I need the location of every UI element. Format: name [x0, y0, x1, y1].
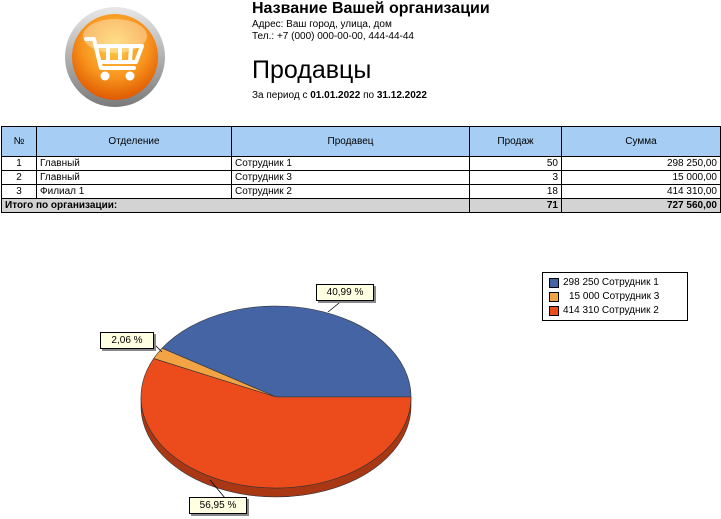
pie-slice-0	[161, 305, 412, 398]
period-mid: по	[363, 90, 375, 101]
legend-label: 298 250 Сотрудник 1	[563, 277, 659, 288]
legend-swatch	[549, 292, 559, 302]
slice-label-employee3: 2,06 %	[100, 332, 154, 349]
table-header-row: № Отделение Продавец Продаж Сумма	[1, 126, 721, 157]
organization-phone: Тел.: +7 (000) 000-00-00, 444-44-44	[252, 31, 414, 42]
legend-label: 15 000 Сотрудник 3	[569, 291, 660, 302]
slice-leader-line-0	[327, 298, 345, 313]
column-header-number: №	[1, 126, 37, 157]
sellers-table: № Отделение Продавец Продаж Сумма 1 Глав…	[1, 126, 721, 213]
column-header-amount: Сумма	[561, 126, 721, 157]
report-title: Продавцы	[252, 56, 372, 84]
logo	[65, 7, 165, 107]
table-total-row: Итого по организации: 71 727 560,00	[1, 198, 721, 213]
legend-swatch	[549, 278, 559, 288]
total-sum: 727 560,00	[561, 198, 721, 213]
period-to: 31.12.2022	[376, 90, 427, 101]
report-period: За период с 01.01.2022 по 31.12.2022	[252, 90, 427, 101]
organization-name: Название Вашей организации	[252, 0, 490, 17]
slice-leader-line-2	[209, 479, 226, 499]
legend-swatch	[549, 306, 559, 316]
total-count: 71	[469, 198, 562, 213]
organization-address: Адрес: Ваш город, улица, дом	[252, 19, 392, 30]
slice-label-employee1: 40,99 %	[316, 284, 374, 301]
legend-label: 414 310 Сотрудник 2	[563, 305, 659, 316]
pie-slice-2	[140, 358, 412, 489]
table-row: 2 Главный Сотрудник 3 3 15 000,00	[1, 170, 721, 185]
slice-label-employee2: 56,95 %	[189, 497, 247, 514]
table-row: 3 Филиал 1 Сотрудник 2 18 414 310,00	[1, 184, 721, 199]
column-header-department: Отделение	[36, 126, 232, 157]
table-row: 1 Главный Сотрудник 1 50 298 250,00	[1, 156, 721, 171]
period-from: 01.01.2022	[310, 90, 361, 101]
shopping-cart-icon	[84, 37, 144, 70]
chart-legend: 298 250 Сотрудник 1 15 000 Сотрудник 3 4…	[542, 272, 688, 321]
period-prefix: За период с	[252, 90, 308, 101]
total-label: Итого по организации:	[1, 198, 470, 213]
